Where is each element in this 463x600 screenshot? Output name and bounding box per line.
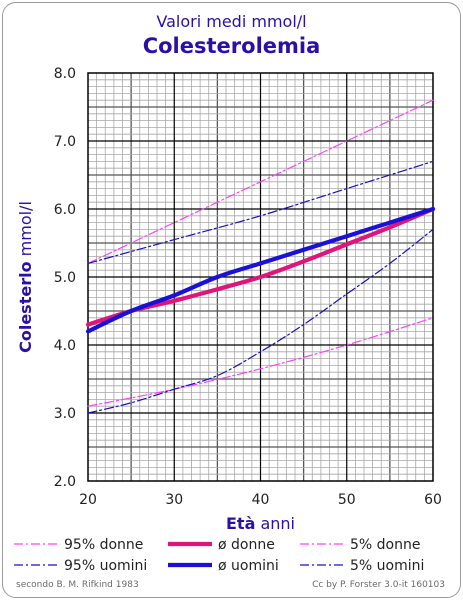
chart-title: Colesterolemia bbox=[142, 34, 321, 58]
y-tick-label: 5.0 bbox=[54, 270, 76, 286]
series-line-95pct-donne bbox=[87, 99, 434, 264]
y-tick-label: 4.0 bbox=[54, 338, 76, 354]
y-tick-label: 3.0 bbox=[54, 406, 76, 422]
x-tick-label: 50 bbox=[338, 492, 356, 508]
x-tick-label: 20 bbox=[79, 492, 97, 508]
series-line-95pct-uomini bbox=[87, 160, 434, 264]
y-tick-label: 6.0 bbox=[54, 202, 76, 218]
x-axis-label: Età anni bbox=[226, 514, 295, 533]
x-tick-label: 60 bbox=[424, 492, 442, 508]
legend-label-mean-uomini: ø uomini bbox=[218, 558, 279, 574]
legend-label-5pct-donne: 5% donne bbox=[350, 537, 420, 553]
legend-label-95pct-uomini: 95% uomini bbox=[64, 558, 147, 574]
series-line-5pct-donne bbox=[87, 317, 434, 407]
legend-label-95pct-donne: 95% donne bbox=[64, 537, 143, 553]
y-tick-label: 8.0 bbox=[54, 66, 76, 82]
legend-label-mean-donne: ø donne bbox=[218, 537, 275, 553]
y-axis-label: Colesterlo mmol/l bbox=[16, 201, 35, 353]
series-line-5pct-uomini bbox=[87, 228, 434, 414]
series-line-mean-uomini bbox=[85, 206, 436, 334]
legend-label-5pct-uomini: 5% uomini bbox=[350, 558, 424, 574]
y-tick-label: 7.0 bbox=[54, 134, 76, 150]
x-tick-label: 40 bbox=[252, 492, 270, 508]
source-note: secondo B. M. Rifkind 1983 bbox=[16, 580, 139, 590]
y-tick-label: 2.0 bbox=[54, 474, 76, 490]
chart-subtitle: Valori medi mmol/l bbox=[156, 12, 307, 31]
x-tick-label: 30 bbox=[165, 492, 183, 508]
credit-note: Cc by P. Forster 3.0-it 160103 bbox=[312, 580, 445, 590]
plot-frame bbox=[87, 72, 434, 482]
